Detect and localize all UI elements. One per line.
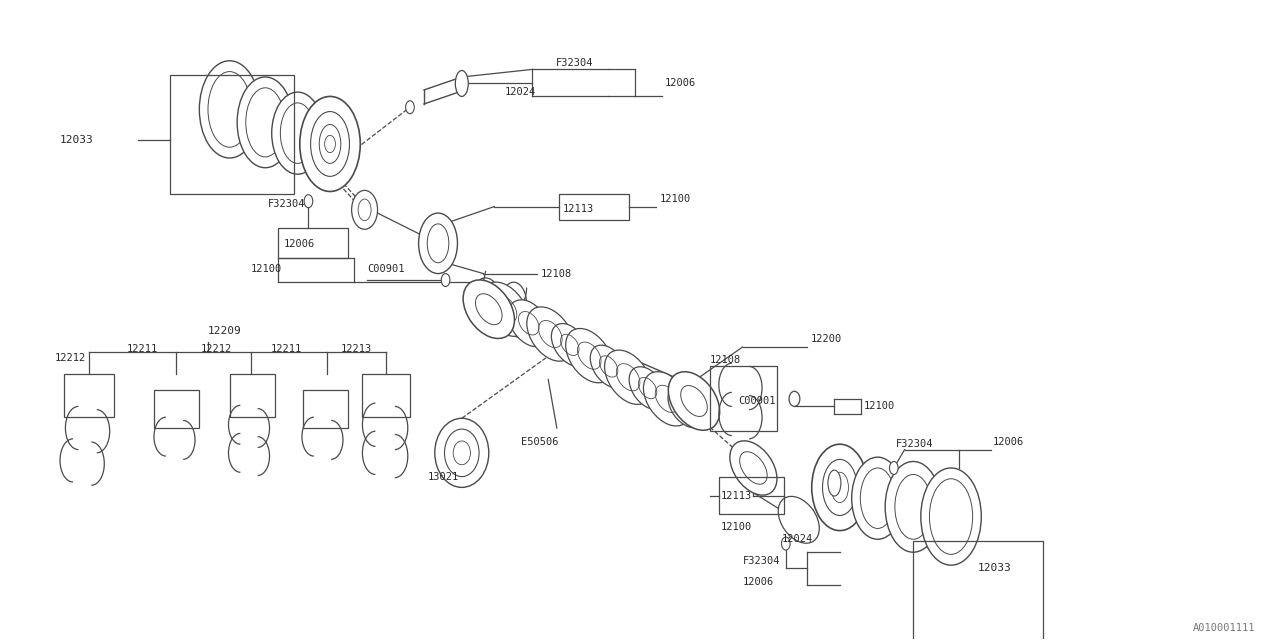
Bar bbox=[154, 390, 200, 428]
Text: 12108: 12108 bbox=[540, 269, 572, 278]
Bar bbox=[710, 367, 777, 431]
Ellipse shape bbox=[463, 280, 515, 339]
Ellipse shape bbox=[305, 195, 312, 207]
Text: 12212: 12212 bbox=[201, 344, 232, 354]
Ellipse shape bbox=[237, 77, 293, 168]
Ellipse shape bbox=[442, 273, 449, 287]
Ellipse shape bbox=[200, 61, 260, 158]
Text: C00901: C00901 bbox=[739, 396, 776, 406]
Text: A010001111: A010001111 bbox=[1193, 623, 1256, 633]
Ellipse shape bbox=[812, 444, 868, 531]
Text: C00901: C00901 bbox=[367, 264, 404, 274]
Ellipse shape bbox=[890, 461, 899, 474]
Bar bbox=[303, 390, 348, 428]
Bar bbox=[278, 228, 348, 259]
Ellipse shape bbox=[604, 350, 652, 404]
Bar bbox=[719, 477, 783, 515]
Bar bbox=[170, 75, 294, 194]
Text: 12211: 12211 bbox=[270, 344, 302, 354]
Text: 12024: 12024 bbox=[506, 87, 536, 97]
Text: E50506: E50506 bbox=[521, 437, 558, 447]
Text: 12108: 12108 bbox=[710, 355, 741, 365]
Text: 12033: 12033 bbox=[978, 563, 1011, 573]
Ellipse shape bbox=[406, 100, 415, 114]
Ellipse shape bbox=[886, 461, 941, 552]
Ellipse shape bbox=[456, 70, 468, 97]
Text: 12006: 12006 bbox=[993, 437, 1024, 447]
Text: 12200: 12200 bbox=[810, 335, 842, 344]
Text: 12006: 12006 bbox=[284, 239, 315, 250]
Text: 12100: 12100 bbox=[864, 401, 895, 412]
Ellipse shape bbox=[566, 328, 613, 383]
Text: 12209: 12209 bbox=[207, 326, 242, 336]
Ellipse shape bbox=[730, 441, 777, 495]
Text: F32304: F32304 bbox=[268, 200, 305, 209]
Ellipse shape bbox=[508, 300, 549, 347]
Ellipse shape bbox=[527, 307, 573, 361]
Ellipse shape bbox=[851, 457, 904, 540]
Text: 12006: 12006 bbox=[742, 577, 774, 588]
Ellipse shape bbox=[668, 372, 719, 430]
Ellipse shape bbox=[352, 190, 378, 229]
Ellipse shape bbox=[782, 537, 790, 550]
Text: 12100: 12100 bbox=[659, 194, 691, 204]
Text: 12212: 12212 bbox=[55, 353, 86, 363]
Text: 12211: 12211 bbox=[127, 344, 159, 354]
Text: F32304: F32304 bbox=[742, 556, 780, 566]
Text: F32304: F32304 bbox=[896, 439, 933, 449]
Text: 12113: 12113 bbox=[721, 491, 753, 501]
Text: 12213: 12213 bbox=[340, 344, 372, 354]
Ellipse shape bbox=[481, 282, 529, 337]
Bar bbox=[362, 374, 410, 417]
Ellipse shape bbox=[419, 213, 457, 273]
Ellipse shape bbox=[828, 470, 841, 496]
Text: F32304: F32304 bbox=[556, 58, 593, 68]
Text: 12033: 12033 bbox=[60, 134, 93, 145]
Text: 13021: 13021 bbox=[428, 472, 458, 482]
Ellipse shape bbox=[644, 372, 690, 426]
Ellipse shape bbox=[300, 97, 360, 191]
Ellipse shape bbox=[590, 345, 627, 388]
Text: 12100: 12100 bbox=[721, 522, 753, 532]
Ellipse shape bbox=[668, 385, 705, 428]
Bar bbox=[559, 194, 630, 220]
Ellipse shape bbox=[920, 468, 982, 565]
Ellipse shape bbox=[435, 419, 489, 488]
Ellipse shape bbox=[552, 324, 589, 366]
Ellipse shape bbox=[778, 497, 819, 543]
Text: 12006: 12006 bbox=[664, 79, 696, 88]
Text: 12113: 12113 bbox=[562, 204, 594, 214]
Ellipse shape bbox=[630, 367, 666, 410]
Bar bbox=[229, 374, 275, 417]
Bar bbox=[64, 374, 114, 417]
Ellipse shape bbox=[788, 391, 800, 406]
Bar bbox=[913, 541, 1043, 640]
Ellipse shape bbox=[271, 92, 324, 174]
Text: 12100: 12100 bbox=[251, 264, 283, 274]
Text: 12024: 12024 bbox=[782, 534, 813, 544]
